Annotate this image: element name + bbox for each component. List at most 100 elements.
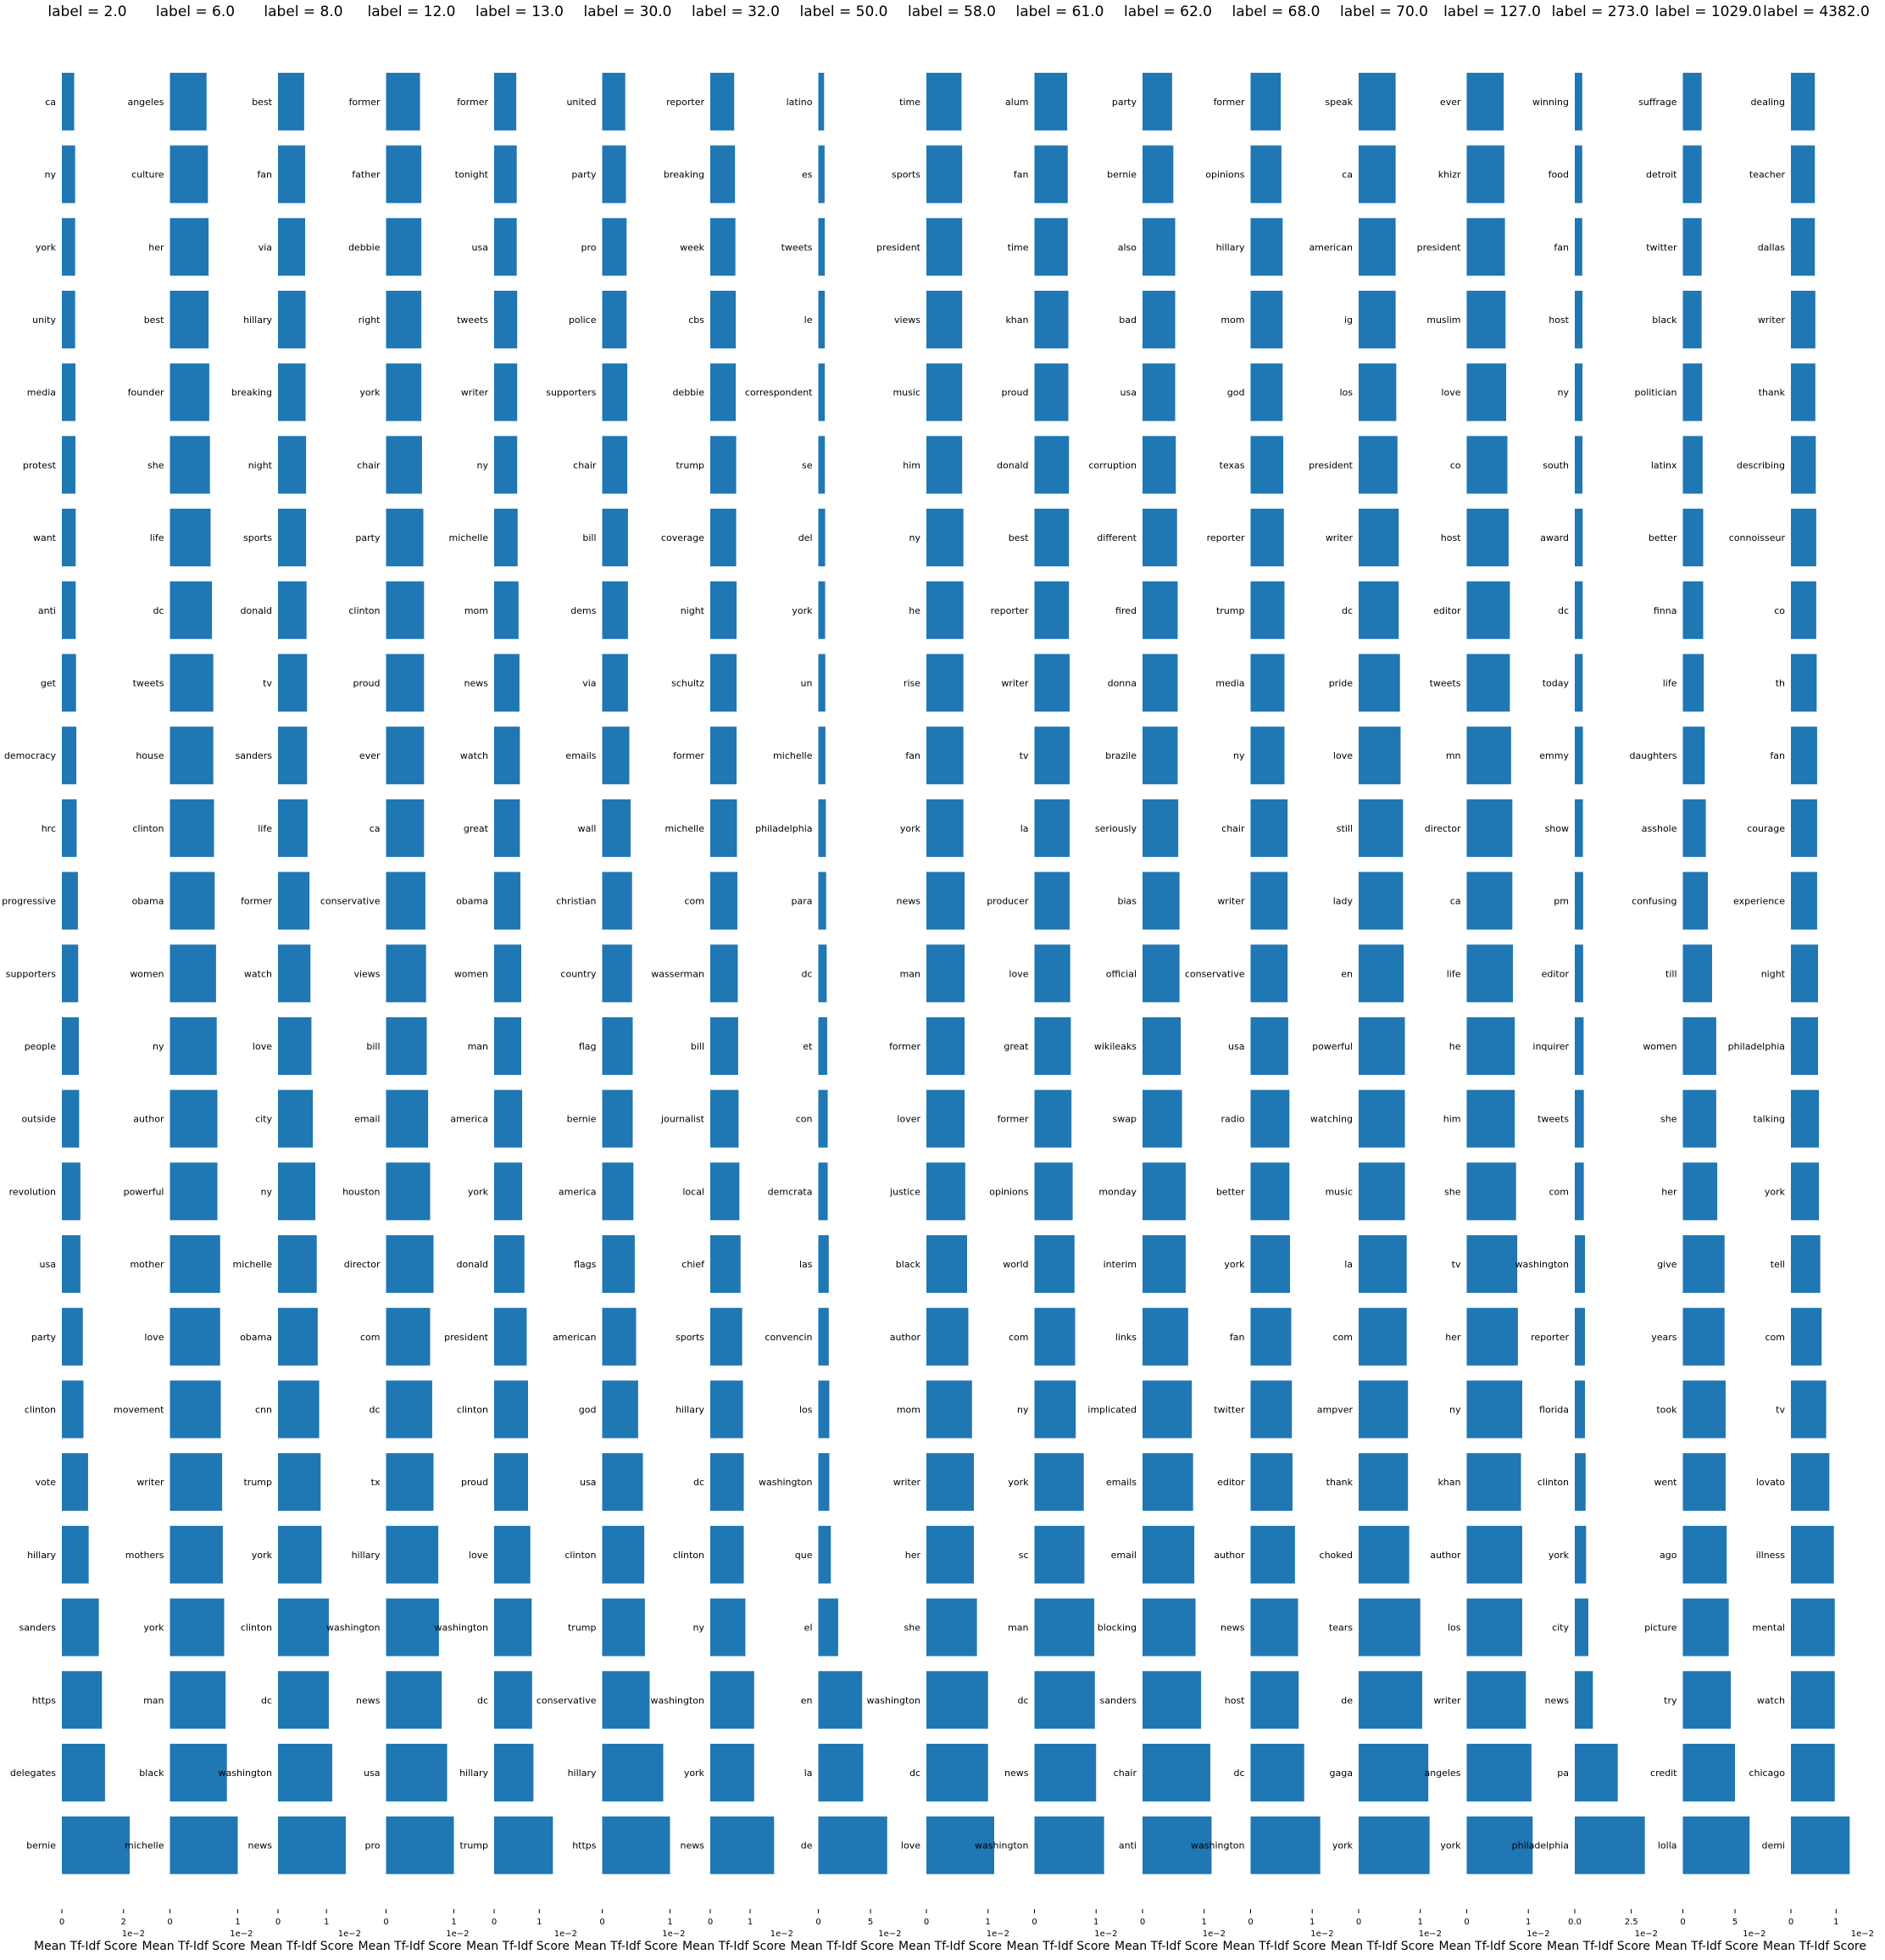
category-label: ny (153, 1041, 164, 1052)
category-label: dc (1342, 605, 1353, 616)
category-label: clinton (1537, 1477, 1569, 1488)
category-label: try (1664, 1695, 1677, 1706)
category-label: author (1430, 1550, 1461, 1561)
bar (926, 871, 965, 930)
category-label: pro (365, 1840, 381, 1851)
bar (1575, 944, 1583, 1003)
x-tick-label: 1 (1833, 1918, 1838, 1927)
bar (1034, 1671, 1095, 1729)
bar (602, 509, 628, 567)
category-label: official (1106, 968, 1137, 979)
bar (926, 363, 963, 421)
category-label: black (139, 1768, 164, 1779)
bar (386, 1525, 439, 1584)
category-label: usa (364, 1768, 380, 1779)
bar (1575, 727, 1583, 785)
category-label: man (468, 1041, 488, 1052)
category-label: la (1020, 823, 1029, 834)
bar (926, 509, 964, 567)
x-axis-label: Mean Tf-Idf Score (142, 1940, 246, 1953)
bar (926, 72, 962, 131)
bar (818, 436, 826, 494)
bar (1250, 1235, 1291, 1294)
category-label: tv (263, 677, 272, 688)
bar (1359, 72, 1396, 131)
bar (1359, 290, 1396, 348)
category-label: show (1545, 823, 1569, 834)
bar (602, 1235, 635, 1294)
bar (170, 1453, 223, 1512)
category-label: host (1441, 532, 1461, 543)
bar (1359, 509, 1399, 567)
category-label: bias (1117, 896, 1137, 907)
category-label: del (798, 532, 813, 543)
category-label: mom (464, 605, 488, 616)
bar (386, 218, 422, 276)
bar (710, 581, 737, 639)
bar (170, 290, 209, 348)
category-label: ever (1440, 97, 1461, 108)
category-label: com (1009, 1332, 1029, 1343)
category-label: life (150, 532, 164, 543)
category-label: party (355, 532, 381, 543)
category-label: powerful (1312, 1041, 1353, 1052)
category-label: former (241, 896, 272, 907)
bar (494, 1453, 528, 1512)
bar (1034, 363, 1069, 421)
category-label: tears (1329, 1623, 1353, 1634)
x-axis-label: Mean Tf-Idf Score (1223, 1940, 1326, 1953)
bar (1791, 727, 1817, 785)
bar (1791, 72, 1815, 131)
bar (62, 1525, 89, 1584)
category-label: founder (128, 387, 164, 398)
category-label: party (1112, 97, 1137, 108)
bar (278, 436, 307, 494)
category-label: watching (1310, 1114, 1353, 1125)
bar (818, 145, 825, 203)
category-label: dc (369, 1404, 380, 1415)
category-label: com (360, 1332, 381, 1343)
bar (818, 581, 826, 639)
category-label: vote (36, 1477, 57, 1488)
category-label: dc (801, 968, 812, 979)
category-label: angeles (1424, 1768, 1460, 1779)
category-label: york (143, 1623, 164, 1634)
bar (62, 944, 79, 1003)
category-label: love (253, 1041, 272, 1052)
bar (1466, 1453, 1521, 1512)
category-label: reporter (1207, 532, 1245, 543)
category-label: media (1215, 677, 1244, 688)
x-tick-label: 0 (1788, 1918, 1793, 1927)
bar (710, 1453, 744, 1512)
x-scale-note: 1e−2 (878, 1929, 901, 1939)
category-label: great (1004, 1041, 1029, 1052)
bar (1466, 654, 1510, 712)
category-label: dc (1558, 605, 1569, 616)
bar (1143, 1307, 1188, 1366)
bar (1250, 727, 1285, 785)
bar (62, 727, 77, 785)
bar (1359, 1307, 1407, 1366)
panel-4: label = 13.0 former tonight usa tweets writer… (435, 3, 577, 1953)
bar (62, 218, 75, 276)
bar (170, 944, 216, 1003)
bar (1250, 654, 1285, 712)
x-scale-note: 1e−2 (554, 1929, 577, 1939)
bar (1034, 1743, 1097, 1801)
bar (386, 1453, 434, 1512)
x-tick-label: 2.5 (1625, 1918, 1638, 1927)
x-tick-label: 0 (599, 1918, 604, 1927)
category-label: tweets (781, 242, 813, 253)
bar (602, 218, 627, 276)
category-label: america (559, 1186, 597, 1197)
category-label: michelle (665, 823, 705, 834)
category-label: ny (261, 1186, 273, 1197)
panel-title: label = 12.0 (367, 3, 455, 20)
bar (170, 799, 214, 857)
category-label: politician (1634, 387, 1676, 398)
category-label: father (352, 170, 381, 181)
category-label: mom (897, 1404, 920, 1415)
category-label: tv (1020, 750, 1029, 761)
category-label: he (1449, 1041, 1461, 1052)
bar (818, 218, 826, 276)
